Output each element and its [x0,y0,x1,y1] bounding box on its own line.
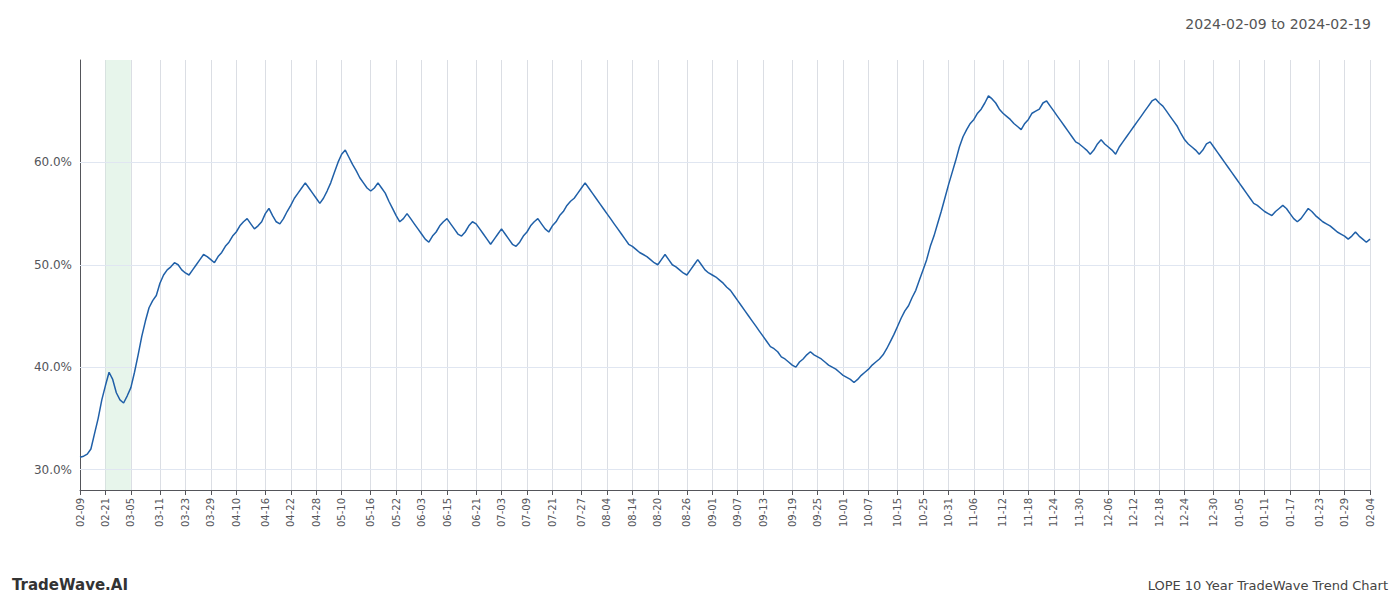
svg-text:40.0%: 40.0% [34,360,72,374]
svg-text:12-24: 12-24 [1179,498,1190,527]
svg-text:05-22: 05-22 [391,498,402,527]
svg-text:09-13: 09-13 [758,498,769,527]
svg-text:01-11: 01-11 [1259,498,1270,527]
svg-text:09-19: 09-19 [787,498,798,527]
svg-text:11-30: 11-30 [1074,498,1085,527]
svg-text:LOPE 10 Year TradeWave Trend C: LOPE 10 Year TradeWave Trend Chart [1148,578,1388,593]
svg-text:02-21: 02-21 [100,498,111,527]
svg-text:11-06: 11-06 [968,498,979,527]
svg-text:04-22: 04-22 [285,498,296,527]
svg-text:07-03: 07-03 [496,498,507,527]
svg-text:11-12: 11-12 [997,498,1008,527]
svg-text:04-10: 04-10 [231,498,242,527]
svg-text:11-18: 11-18 [1023,498,1034,527]
svg-text:06-03: 06-03 [416,498,427,527]
svg-text:03-05: 03-05 [125,498,136,527]
svg-text:10-31: 10-31 [943,498,954,527]
svg-text:05-10: 05-10 [336,498,347,527]
svg-text:08-20: 08-20 [652,498,663,527]
svg-text:11-24: 11-24 [1048,498,1059,527]
svg-text:01-23: 01-23 [1314,498,1325,527]
svg-text:10-15: 10-15 [892,498,903,527]
svg-text:10-01: 10-01 [838,498,849,527]
svg-text:12-12: 12-12 [1128,498,1139,527]
svg-text:TradeWave.AI: TradeWave.AI [12,576,128,594]
svg-text:03-23: 03-23 [180,498,191,527]
svg-text:30.0%: 30.0% [34,463,72,477]
svg-text:07-21: 07-21 [547,498,558,527]
svg-text:50.0%: 50.0% [34,258,72,272]
svg-text:01-29: 01-29 [1339,498,1350,527]
svg-text:08-14: 08-14 [627,498,638,527]
svg-text:12-30: 12-30 [1208,498,1219,527]
svg-text:10-25: 10-25 [918,498,929,527]
svg-text:06-15: 06-15 [442,498,453,527]
svg-text:02-09: 02-09 [75,498,86,527]
svg-text:01-17: 01-17 [1285,498,1296,527]
svg-text:12-18: 12-18 [1154,498,1165,527]
svg-text:01-05: 01-05 [1234,498,1245,527]
svg-text:60.0%: 60.0% [34,155,72,169]
svg-text:06-21: 06-21 [471,498,482,527]
svg-text:08-04: 08-04 [601,498,612,527]
svg-text:07-27: 07-27 [576,498,587,527]
svg-text:12-06: 12-06 [1103,498,1114,527]
svg-text:04-16: 04-16 [260,498,271,527]
svg-text:09-01: 09-01 [707,498,718,527]
svg-text:2024-02-09 to 2024-02-19: 2024-02-09 to 2024-02-19 [1185,16,1371,32]
svg-text:03-11: 03-11 [154,498,165,527]
svg-text:09-07: 09-07 [732,498,743,527]
svg-text:09-25: 09-25 [812,498,823,527]
svg-text:07-09: 07-09 [521,498,532,527]
svg-text:03-29: 03-29 [205,498,216,527]
svg-text:02-04: 02-04 [1365,498,1376,527]
svg-text:04-28: 04-28 [311,498,322,527]
svg-text:05-16: 05-16 [365,498,376,527]
svg-text:10-07: 10-07 [863,498,874,527]
svg-text:08-26: 08-26 [681,498,692,527]
